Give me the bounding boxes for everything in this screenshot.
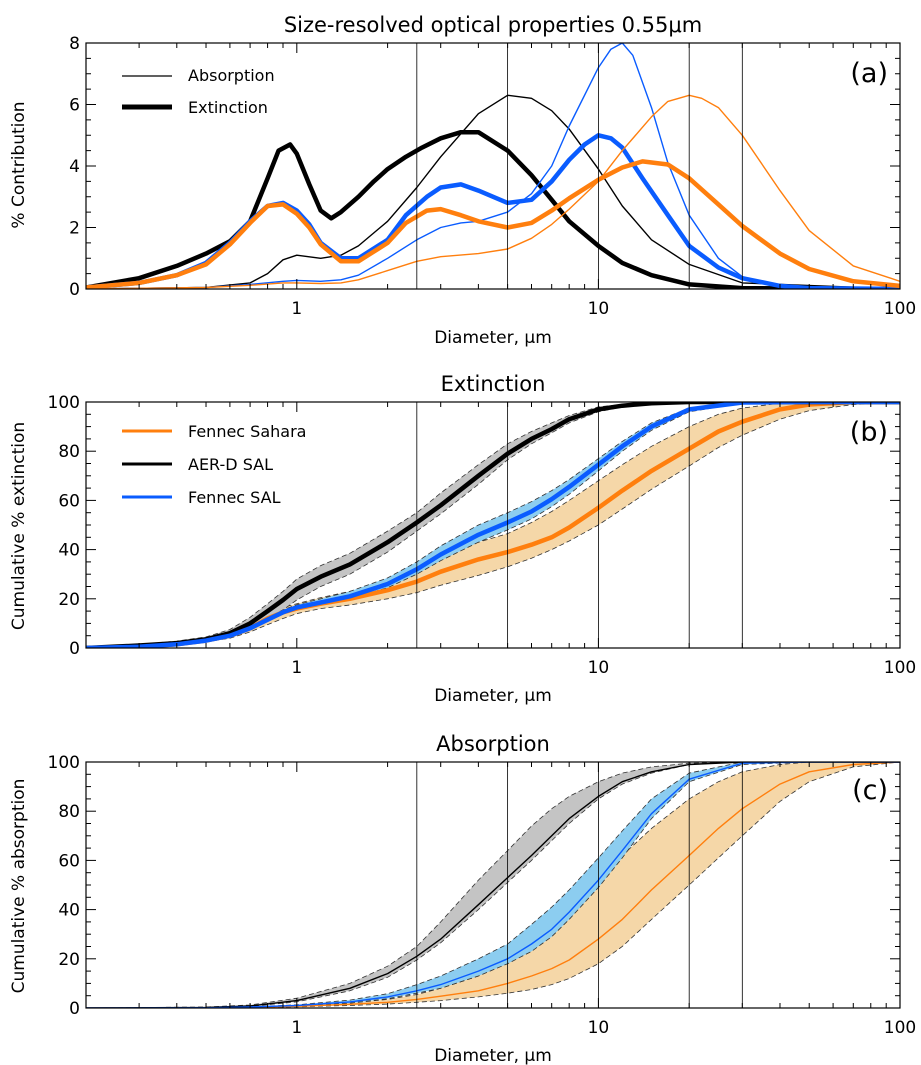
- series-black-thick-a: [86, 129, 900, 289]
- band-blue-c: [86, 762, 900, 1008]
- ytick-label-b: 100: [48, 393, 80, 413]
- series-orange-thin-a: [86, 94, 900, 289]
- band-lower-orange-b: [86, 402, 900, 648]
- band-upper-blue-c: [86, 762, 900, 1008]
- xtick-label-b: 1: [291, 658, 302, 678]
- legend-fennec-sal-label: Fennec SAL: [188, 488, 281, 507]
- ytick-label-b: 60: [58, 491, 80, 511]
- series-blue-thin-a: [86, 43, 900, 289]
- plot-area-a: 1 10 100 0 2 4 6 8: [69, 34, 916, 319]
- xtick-label-c: 10: [588, 1018, 610, 1038]
- xtick-label-a: 10: [588, 299, 610, 319]
- legend-absorption-label: Absorption: [188, 66, 275, 85]
- panel-c-title: Absorption: [436, 732, 550, 756]
- panel-a: 1 10 100 0 2 4 6 8 Size-resolved optical proper…: [9, 13, 916, 348]
- band-blue-b: [86, 402, 900, 648]
- legend-aer-d-sal-label: AER-D SAL: [188, 455, 273, 474]
- panel-b-xlabel: Diameter, μm: [434, 686, 552, 706]
- xtick-label-c: 1: [291, 1018, 302, 1038]
- ytick-label-a: 4: [69, 157, 80, 177]
- panel-a-title: Size-resolved optical properties 0.55μm: [284, 13, 702, 37]
- ytick-label-a: 6: [69, 96, 80, 116]
- panel-a-xlabel: Diameter, μm: [434, 328, 552, 348]
- panel-b-label: (b): [850, 417, 888, 448]
- ytick-label-c: 100: [48, 753, 80, 773]
- series-layer-c: [86, 762, 900, 1008]
- panel-a-legend: Absorption Extinction: [122, 66, 275, 117]
- ytick-label-b: 0: [69, 639, 80, 659]
- band-black-c: [86, 762, 900, 1008]
- panel-c-ylabel: Cumulative % absorption: [9, 779, 29, 994]
- xtick-label-a: 100: [884, 299, 916, 319]
- panel-c: 1 10 100 0 20 40 60 80 100 Absorption Diameter, …: [9, 732, 916, 1065]
- series-layer-a: [86, 43, 900, 289]
- xtick-label-a: 1: [291, 299, 302, 319]
- ytick-label-b: 40: [58, 541, 80, 561]
- ytick-label-c: 20: [58, 950, 80, 970]
- panel-c-label: (c): [852, 775, 888, 806]
- panel-b-ylabel: Cumulative % extinction: [9, 422, 29, 630]
- ytick-label-b: 20: [58, 590, 80, 610]
- ytick-label-c: 60: [58, 851, 80, 871]
- panel-a-ylabel: % Contribution: [9, 101, 29, 228]
- plot-area-b: 1 10 100 0 20 40 60 80 100: [48, 393, 917, 678]
- band-orange-c: [86, 762, 900, 1008]
- ytick-label-b: 80: [58, 442, 80, 462]
- ytick-label-a: 2: [69, 219, 80, 239]
- xtick-label-b: 100: [884, 658, 916, 678]
- series-blue-thick-a: [86, 133, 900, 289]
- series-blue-thin-c: [86, 762, 900, 1008]
- legend-extinction-label: Extinction: [188, 98, 268, 117]
- xtick-label-c: 100: [884, 1018, 916, 1038]
- plot-area-c: 1 10 100 0 20 40 60 80 100: [48, 753, 917, 1038]
- panel-c-xlabel: Diameter, μm: [434, 1046, 552, 1065]
- panel-b-legend: Fennec Sahara AER-D SAL Fennec SAL: [122, 422, 306, 507]
- band-lower-orange-c: [86, 762, 900, 1008]
- series-orange-thick-a: [86, 159, 900, 289]
- series-blue-thick-b: [86, 402, 900, 648]
- ytick-label-c: 80: [58, 802, 80, 822]
- series-black-thin-a: [86, 94, 900, 289]
- panel-b-title: Extinction: [441, 372, 546, 396]
- ytick-label-a: 8: [69, 34, 80, 54]
- xtick-label-b: 10: [588, 658, 610, 678]
- panel-a-label: (a): [850, 58, 888, 89]
- ytick-label-a: 0: [69, 280, 80, 300]
- band-black-b: [86, 402, 900, 648]
- series-orange-thin-c: [86, 762, 900, 1008]
- ytick-label-c: 0: [69, 999, 80, 1019]
- panel-b: 1 10 100 0 20 40 60 80 100 Extinction Diameter, …: [9, 372, 916, 706]
- legend-fennec-sahara-label: Fennec Sahara: [188, 422, 306, 441]
- ytick-label-c: 40: [58, 901, 80, 921]
